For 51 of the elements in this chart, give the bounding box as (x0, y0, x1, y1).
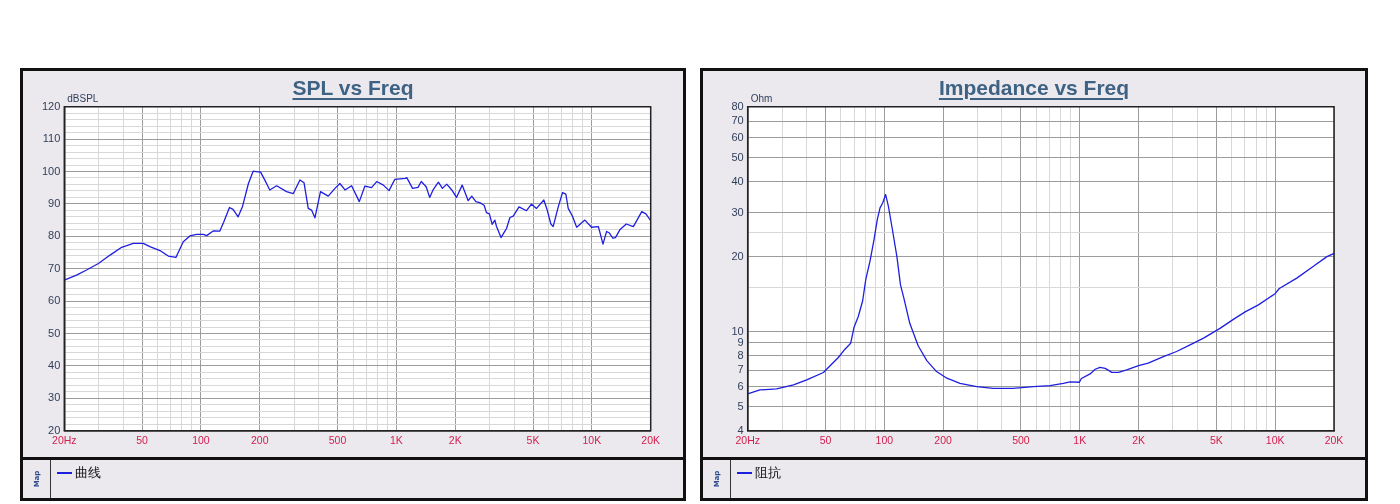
y-tick-label: 6 (737, 379, 744, 392)
y-tick-label: 80 (48, 229, 61, 242)
x-tick-label: 2K (448, 433, 462, 446)
y-tick-label: 5 (737, 399, 744, 412)
x-tick-label: 2K (1132, 433, 1145, 446)
x-tick-label: 20K (641, 433, 661, 446)
x-tick-label: 5K (526, 433, 540, 446)
y-tick-label: 4 (737, 423, 744, 436)
y-tick-label: 20 (731, 249, 744, 262)
y-tick-label: 30 (48, 391, 61, 404)
y-tick-label: 80 (731, 99, 744, 112)
y-tick-label: 40 (731, 174, 744, 187)
x-tick-label: 5K (1209, 433, 1223, 446)
y-tick-label: 40 (48, 358, 61, 371)
x-tick-label: 10K (1265, 433, 1285, 446)
x-tick-label: 20Hz (735, 433, 760, 446)
x-tick-label: 100 (192, 433, 210, 446)
legend-label: 阻抗 (755, 464, 781, 482)
y-tick-label: 90 (48, 196, 61, 209)
y-axis-title: dBSPL (67, 93, 99, 105)
y-tick-label: 110 (42, 132, 61, 145)
y-tick-label: 9 (737, 336, 744, 349)
y-tick-label: 60 (48, 294, 61, 307)
y-tick-label: 8 (737, 348, 744, 361)
x-tick-label: 1K (389, 433, 403, 446)
chart-title: Impedance vs Freq (938, 76, 1130, 99)
y-tick-label: 60 (731, 130, 744, 143)
x-tick-label: 20Hz (52, 433, 77, 446)
x-tick-label: 500 (1012, 433, 1030, 446)
y-tick-label: 70 (731, 114, 744, 127)
y-tick-label: 10 (731, 324, 744, 337)
y-tick-label: 70 (48, 261, 61, 274)
x-tick-label: 50 (819, 433, 832, 446)
x-tick-label: 20K (1324, 433, 1344, 446)
legend-label: 曲线 (75, 464, 101, 482)
y-tick-label: 50 (731, 150, 744, 163)
y-tick-label: 120 (41, 99, 61, 112)
x-tick-label: 200 (934, 433, 953, 446)
y-tick-label: 50 (48, 326, 61, 339)
y-tick-label: 20 (48, 423, 61, 436)
y-tick-label: 7 (737, 363, 744, 376)
x-tick-label: 50 (136, 433, 149, 446)
y-tick-label: 30 (731, 205, 744, 218)
x-tick-label: 500 (328, 433, 347, 446)
y-tick-label: 100 (41, 164, 61, 177)
x-tick-label: 10K (582, 433, 602, 446)
y-axis-title: Ohm (750, 93, 773, 105)
x-tick-label: 200 (251, 433, 269, 446)
x-tick-label: 1K (1073, 433, 1087, 446)
x-tick-label: 100 (875, 433, 894, 446)
chart-title: SPL vs Freq (292, 76, 414, 99)
